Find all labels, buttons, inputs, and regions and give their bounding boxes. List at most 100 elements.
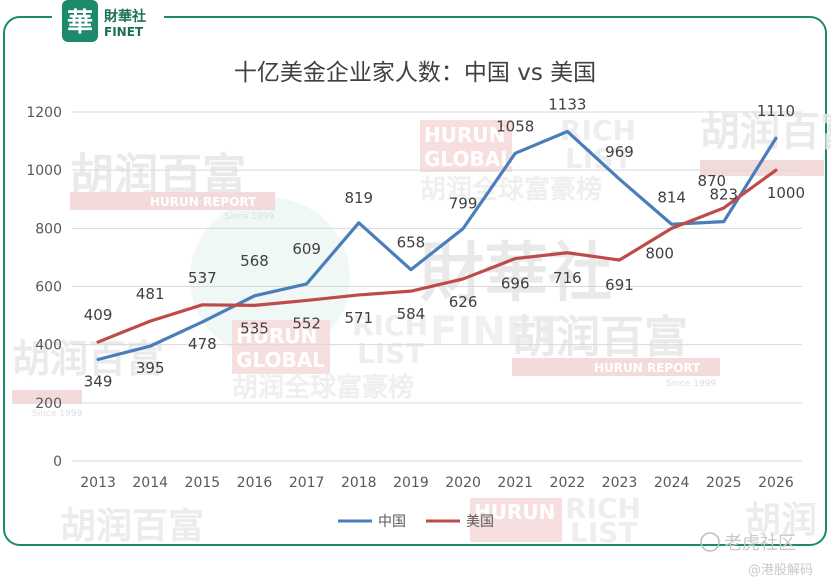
x-tick-label: 2021	[497, 475, 533, 491]
series-lines	[96, 129, 778, 362]
finet-logo: 華 財華社 FINET	[62, 0, 146, 42]
watermark-hurun-3: HURUN	[474, 500, 555, 524]
data-label-china: 819	[344, 189, 373, 207]
watermark-since-4: Since 1999	[32, 409, 82, 419]
watermark-since-3: Since 1999	[666, 379, 716, 389]
y-tick-label: 0	[53, 454, 62, 470]
x-tick-label: 2024	[654, 475, 690, 491]
series-line-china	[96, 129, 778, 362]
data-label-usa: 870	[697, 172, 726, 190]
series-line-usa	[96, 168, 778, 344]
y-tick-label: 1200	[26, 105, 62, 121]
data-label-china: 609	[292, 240, 321, 258]
finet-name-en: FINET	[104, 25, 144, 39]
x-tick-label: 2022	[550, 475, 586, 491]
legend-label-china: 中国	[378, 514, 406, 530]
footer-community: 老虎社区 @港股解码	[700, 532, 813, 578]
watermark-since-1: Since 1999	[224, 212, 274, 222]
data-label-usa: 409	[84, 306, 113, 324]
data-label-china: 478	[188, 335, 217, 353]
x-axis: 2013 2014 2015 2016 2017 2018 2019 2020 2021 2022…	[80, 475, 794, 491]
data-label-china: 658	[397, 234, 426, 252]
watermark-list-2: LIST	[357, 337, 425, 370]
community-label: 老虎社区	[724, 533, 796, 554]
watermark-list-3: LIST	[570, 516, 638, 549]
watermark-hurun-box-3	[470, 498, 562, 542]
data-label-usa: 626	[449, 293, 478, 311]
y-tick-label: 1000	[26, 163, 62, 179]
data-label-china: 814	[657, 188, 686, 206]
data-label-china: 1110	[757, 102, 795, 120]
data-label-china: 395	[136, 359, 165, 377]
x-tick-label: 2026	[758, 475, 794, 491]
watermark-layer: 財華社 FINET 胡润百富 HURUN REPORT Since 1999 H…	[12, 109, 831, 549]
data-label-china: 349	[84, 372, 113, 390]
x-tick-label: 2013	[80, 475, 116, 491]
data-label-usa: 552	[292, 314, 321, 332]
watermark-finet-circle	[190, 198, 350, 358]
data-label-usa: 691	[605, 276, 634, 294]
data-label-usa: 696	[501, 275, 530, 293]
x-tick-label: 2015	[185, 475, 221, 491]
watermark-hurun-1: HURUN	[424, 123, 505, 147]
data-label-usa: 535	[240, 319, 269, 337]
x-tick-label: 2023	[602, 475, 638, 491]
x-tick-label: 2020	[445, 475, 481, 491]
watermark-hurun-report-bar-1	[70, 192, 275, 210]
data-label-china: 568	[240, 252, 269, 270]
x-tick-label: 2019	[393, 475, 429, 491]
watermark-hurun-report-bar-4	[12, 390, 82, 404]
data-label-china: 799	[449, 195, 478, 213]
data-labels: 349 395 478 568 609 819 658 799 1058 1133 969 814 82…	[84, 95, 805, 390]
watermark-finet-en: FINET	[430, 309, 561, 355]
watermark-hurun-cn-3: 胡润百富	[512, 312, 688, 363]
watermark-finet-cn: 財華社	[420, 237, 612, 311]
data-label-china: 1133	[548, 95, 586, 113]
data-label-china: 1058	[496, 117, 534, 135]
y-axis: 0 200 400 600 800 1000 1200	[26, 105, 62, 470]
data-label-china: 823	[709, 186, 738, 204]
watermark-hurun-cn-6: 胡润	[745, 500, 817, 541]
watermark-hurun-box-1	[420, 120, 512, 172]
x-tick-label: 2025	[706, 475, 742, 491]
watermark-global-list-cn-2: 胡润全球富豪榜	[232, 372, 414, 403]
finet-logo-badge	[62, 0, 98, 42]
data-label-usa: 481	[136, 285, 165, 303]
x-tick-label: 2016	[237, 475, 273, 491]
watermark-global-2: GLOBAL	[236, 348, 325, 372]
y-tick-label: 600	[35, 280, 62, 296]
y-tick-label: 200	[35, 396, 62, 412]
watermark-hurun-report-bar-3	[512, 358, 720, 376]
community-handle: @港股解码	[748, 563, 813, 578]
data-label-usa: 584	[397, 305, 426, 323]
watermark-global-list-cn-1: 胡润全球富豪榜	[420, 174, 602, 205]
data-label-china: 969	[605, 143, 634, 161]
watermark-hurun-box-2	[232, 320, 330, 374]
watermark-hurun-cn-2: 胡润百富	[700, 109, 831, 155]
x-tick-label: 2017	[289, 475, 325, 491]
data-label-usa: 571	[344, 309, 373, 327]
legend-label-usa: 美国	[466, 514, 494, 530]
watermark-hurun-2: HURUN	[236, 324, 317, 348]
watermark-hurun-report-bar-2	[700, 160, 824, 176]
data-label-usa: 1000	[767, 184, 805, 202]
finet-logo-char: 華	[67, 8, 93, 38]
data-label-usa: 800	[645, 244, 674, 262]
legend: 中国 美国	[338, 514, 494, 530]
finet-name-cn: 財華社	[103, 8, 146, 25]
data-label-usa: 716	[553, 269, 582, 287]
y-tick-label: 400	[35, 338, 62, 354]
x-tick-label: 2014	[132, 475, 168, 491]
watermark-rich-2: RICH	[352, 309, 428, 342]
tiger-icon	[700, 532, 720, 552]
y-tick-label: 800	[35, 221, 62, 237]
watermark-hurun-cn-5: 胡润百富	[60, 505, 204, 547]
watermark-rich-1: RICH	[560, 114, 636, 147]
watermark-hurun-report-1: HURUN REPORT	[150, 195, 257, 209]
x-tick-label: 2018	[341, 475, 377, 491]
outer-border	[3, 16, 827, 546]
watermark-hurun-report-3: HURUN REPORT	[594, 361, 701, 375]
chart-title: 十亿美金企业家人数：中国 vs 美国	[234, 60, 596, 86]
data-label-usa: 537	[188, 269, 217, 287]
